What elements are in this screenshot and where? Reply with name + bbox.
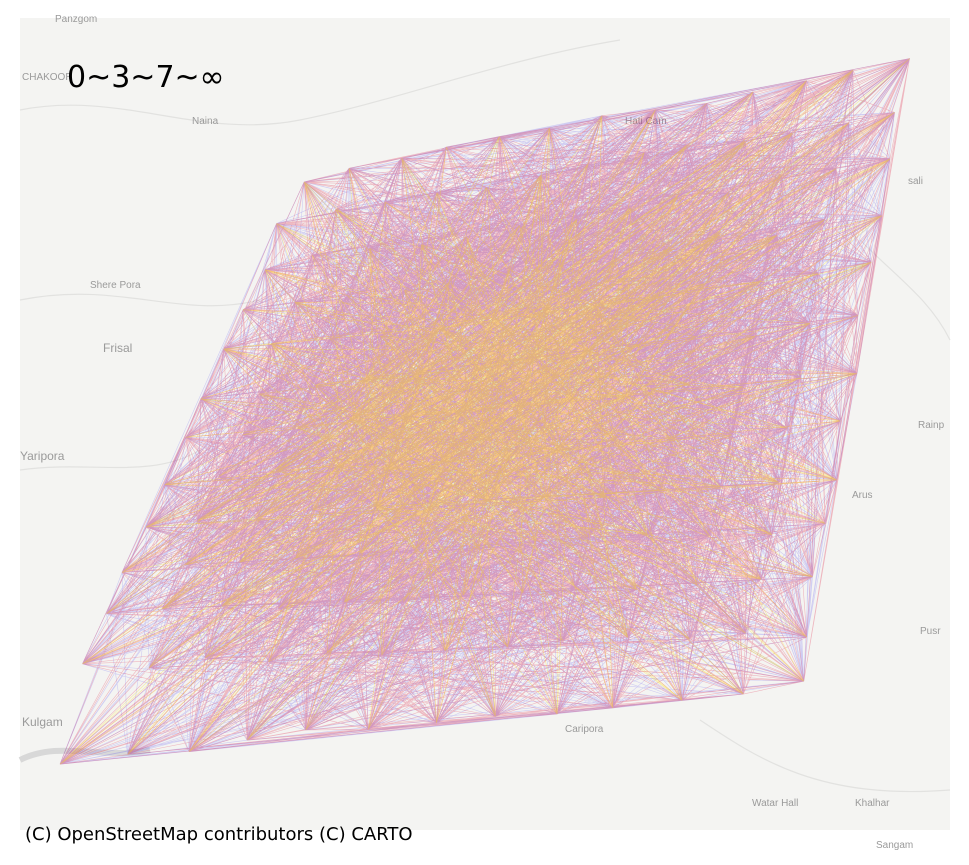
place-label: Yaripora [20, 449, 65, 463]
road [699, 719, 951, 793]
basemap [20, 18, 950, 830]
edge-group [59, 58, 910, 765]
place-label: sali [908, 176, 923, 187]
place-label: Panzgom [55, 14, 97, 25]
place-label: Hati Cam [625, 116, 667, 127]
place-label: Naina [192, 116, 219, 127]
place-label: Sangam [876, 840, 913, 851]
edges [59, 58, 910, 765]
road [19, 449, 201, 471]
place-label: Rainp [918, 420, 945, 431]
place-label: Watar Hall [752, 798, 798, 809]
place-label: Arus [852, 490, 873, 501]
attribution: (C) OpenStreetMap contributors (C) CARTO [25, 824, 413, 845]
road [19, 293, 261, 307]
place-label: Pusr [920, 626, 941, 637]
place-label: Kulgam [22, 715, 63, 729]
place-labels: Panzgom CHAKOOR Naina Hati Cam sali Sher… [20, 14, 945, 851]
title: 0~3~7~∞ [67, 60, 225, 95]
edges [59, 58, 910, 765]
place-label: Frisal [103, 341, 132, 355]
network [59, 58, 910, 765]
place-label: Khalhar [855, 798, 890, 809]
basemap-roads [18, 39, 951, 793]
road [19, 39, 621, 126]
river [18, 747, 151, 763]
edges [59, 58, 910, 765]
place-label: CHAKOOR [22, 72, 73, 83]
edge-group [59, 58, 910, 765]
place-label: Caripora [565, 724, 604, 735]
edge-group [59, 58, 910, 765]
road [859, 239, 951, 341]
place-label: Shere Pora [90, 280, 141, 291]
